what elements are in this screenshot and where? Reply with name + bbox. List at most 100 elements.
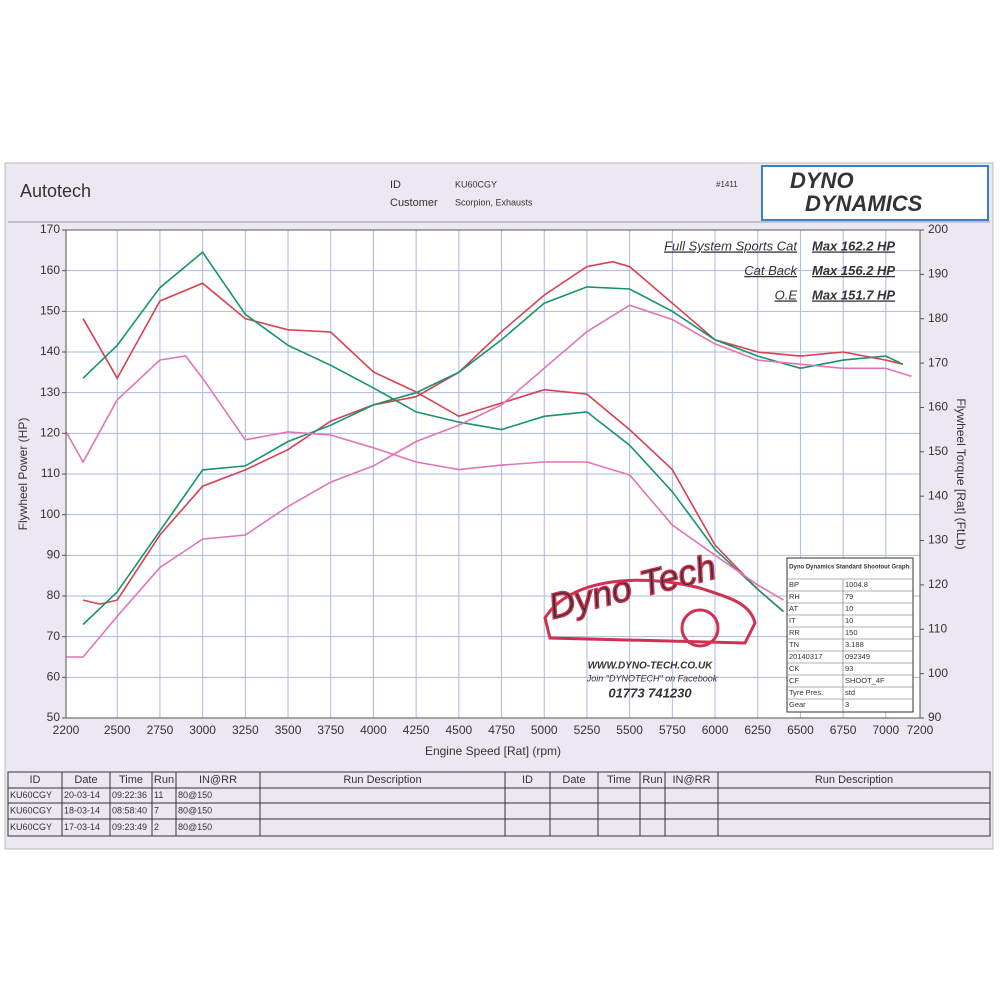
run-table-header: Time [607, 774, 631, 786]
run-table-header: Date [74, 774, 97, 786]
run-table-frame [7, 771, 991, 837]
x-tick-label: 3500 [275, 723, 302, 737]
watermark-tyre [680, 608, 720, 648]
info-cell: 3.188 [845, 640, 864, 649]
info-cell: RH [789, 592, 800, 601]
run-table-cell: 80@150 [178, 805, 212, 815]
x-tick-label: 3750 [317, 723, 344, 737]
info-cell: CK [789, 664, 799, 673]
info-cell: 79 [845, 592, 853, 601]
run-table-cell: 80@150 [178, 822, 212, 832]
power-line [66, 304, 912, 658]
x-tick-label: 4000 [360, 723, 387, 737]
legend-max: Max 162.2 HP [812, 238, 895, 253]
run-table-cell: 7 [154, 805, 159, 815]
logo-top: DYNO [790, 168, 854, 193]
y2-tick-label: 130 [928, 533, 948, 547]
info-cell: AT [789, 604, 798, 613]
y-tick-label: 160 [40, 263, 60, 277]
run-table-header: Date [562, 774, 585, 786]
x-tick-label: 5250 [574, 723, 601, 737]
y-tick-label: 150 [40, 304, 60, 318]
header-text: #1411 [716, 180, 738, 189]
run-table-cell: 11 [154, 790, 163, 800]
watermark-phone: 01773 741230 [608, 685, 692, 700]
y-tick-label: 110 [41, 466, 60, 480]
header-text: Customer [390, 197, 438, 209]
y-tick-label: 100 [40, 507, 60, 521]
y2-tick-label: 160 [928, 400, 948, 414]
info-cell: TN [789, 640, 799, 649]
info-cell: std [845, 688, 855, 697]
legend-label: Full System Sports Cat [664, 238, 798, 253]
info-cell: 1004.8 [845, 580, 868, 589]
info-cell: 10 [845, 616, 853, 625]
x-tick-label: 5750 [659, 723, 686, 737]
info-cell: CF [789, 676, 799, 685]
logo-bottom: DYNAMICS [805, 191, 923, 216]
y-tick-label: 120 [40, 426, 60, 440]
x-tick-label: 5000 [531, 723, 558, 737]
y2-tick-label: 120 [928, 577, 948, 591]
header-text: ID [390, 179, 401, 191]
info-cell: Gear [789, 700, 806, 709]
info-cell: 092349 [845, 652, 870, 661]
run-table-header: Run Description [815, 774, 893, 786]
x-tick-label: 2750 [147, 723, 174, 737]
power-line [82, 286, 904, 626]
y2-tick-label: 180 [928, 311, 948, 325]
run-table-header: ID [522, 774, 533, 786]
run-table-header: IN@RR [672, 774, 710, 786]
legend-label: O.E [775, 287, 798, 302]
legend-max: Max 151.7 HP [812, 287, 895, 302]
y2-tick-label: 90 [928, 710, 942, 724]
run-table-cell: 08:58:40 [112, 805, 147, 815]
run-table-cell: 2 [154, 822, 159, 832]
x-tick-label: 4750 [488, 723, 515, 737]
info-cell: IT [789, 616, 796, 625]
x-tick-label: 6750 [830, 723, 857, 737]
y2-tick-label: 170 [928, 355, 948, 369]
watermark-car [543, 578, 757, 645]
header-text: Autotech [20, 181, 91, 201]
run-table-cell: 09:22:36 [112, 790, 147, 800]
header-text: KU60CGY [455, 179, 497, 189]
torque-line [65, 355, 784, 601]
x-tick-label: 2500 [104, 723, 131, 737]
run-table-cell: 20-03-14 [64, 790, 100, 800]
run-table-cell: 17-03-14 [64, 822, 100, 832]
x-tick-label: 6000 [702, 723, 729, 737]
run-table-header: Time [119, 774, 143, 786]
x-tick-label: 7200 [907, 723, 934, 737]
info-cell: SHOOT_4F [845, 676, 885, 685]
y-tick-label: 90 [47, 548, 61, 562]
x-axis-title: Engine Speed [Rat] (rpm) [425, 744, 561, 758]
y-tick-label: 50 [47, 710, 61, 724]
info-box [786, 557, 914, 713]
watermark-wheel [543, 578, 757, 648]
run-table-header: Run [154, 774, 174, 786]
x-tick-label: 6500 [787, 723, 814, 737]
torque-line [82, 282, 784, 613]
y-tick-label: 80 [47, 588, 61, 602]
info-title: Dyno Dynamics Standard Shootout Graph. [789, 565, 911, 571]
x-tick-label: 2200 [53, 723, 80, 737]
run-table-header: Run [642, 774, 662, 786]
y2-tick-label: 110 [928, 621, 947, 635]
y-tick-label: 70 [47, 629, 61, 643]
y2-axis-title: Flywheel Torque [Rat] (FtLb) [954, 398, 968, 549]
watermark-url: WWW.DYNO-TECH.CO.UK [588, 661, 714, 672]
x-tick-label: 4250 [403, 723, 430, 737]
y-axis-title: Flywheel Power (HP) [16, 418, 30, 531]
run-table-cell: 80@150 [178, 790, 212, 800]
x-tick-label: 3250 [232, 723, 259, 737]
run-table-header: IN@RR [199, 774, 237, 786]
run-table-cell: 09:23:49 [112, 822, 147, 832]
y2-tick-label: 200 [928, 222, 948, 236]
header-text: Scorpion, Exhausts [455, 197, 533, 207]
info-cell: BP [789, 580, 799, 589]
legend-max: Max 156.2 HP [812, 263, 895, 278]
run-table-cell: KU60CGY [10, 805, 52, 815]
x-tick-label: 5500 [616, 723, 643, 737]
